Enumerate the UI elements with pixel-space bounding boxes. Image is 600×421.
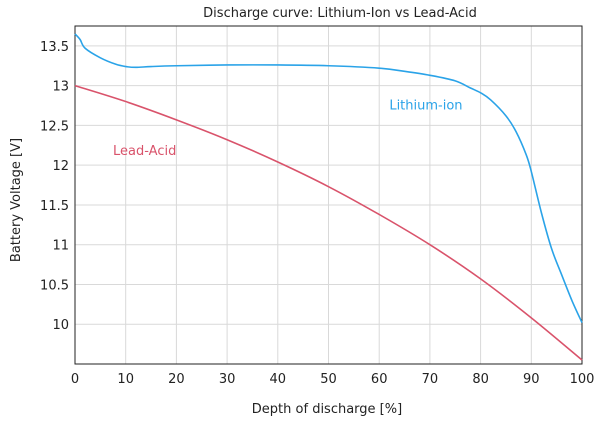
y-tick-label: 11: [52, 239, 69, 254]
x-tick-label: 80: [472, 372, 489, 387]
data-point-lead-acid: [480, 278, 482, 280]
x-tick-label: 60: [371, 372, 388, 387]
data-point-lead-acid: [378, 214, 380, 216]
grid: [75, 26, 582, 364]
data-point-lithium-ion: [515, 131, 517, 133]
data-point-lead-acid: [531, 317, 533, 319]
data-point-lithium-ion: [84, 47, 86, 49]
data-point-lithium-ion: [525, 154, 527, 156]
series-line-lead-acid: [74, 84, 583, 361]
data-point-lithium-ion: [404, 71, 406, 73]
y-tick-label: 10.5: [40, 278, 69, 293]
y-tick-label: 11.5: [40, 199, 69, 214]
series-line-lithium-ion: [74, 33, 583, 323]
y-tick-label: 13.5: [40, 40, 69, 55]
data-point-lithium-ion: [150, 66, 152, 68]
y-tick-label: 12: [52, 159, 69, 174]
chart-title: Discharge curve: Lithium-Ion vs Lead-Aci…: [203, 6, 477, 21]
data-point-lithium-ion: [480, 92, 482, 94]
data-point-lithium-ion: [378, 67, 380, 69]
y-tick-label: 10: [52, 318, 69, 333]
x-tick-label: 40: [270, 372, 287, 387]
data-point-lithium-ion: [100, 57, 102, 59]
x-tick-label: 0: [71, 372, 79, 387]
data-point-lead-acid: [226, 139, 228, 141]
x-tick-label: 50: [320, 372, 337, 387]
data-point-lithium-ion: [125, 66, 127, 68]
x-tick-label: 90: [523, 372, 540, 387]
plot-area: [74, 25, 583, 365]
x-axis-ticks: 0 10 20 30 40 50 60 70 80 90 100: [71, 372, 595, 387]
x-axis-label: Depth of discharge [%]: [252, 402, 402, 417]
data-point-lithium-ion: [561, 274, 563, 276]
data-point-lithium-ion: [470, 87, 472, 89]
data-point-lithium-ion: [581, 322, 583, 324]
data-point-lithium-ion: [115, 63, 117, 65]
x-tick-label: 10: [117, 372, 134, 387]
data-point-lithium-ion: [176, 65, 178, 67]
data-point-lead-acid: [429, 244, 431, 246]
data-point-lithium-ion: [328, 65, 330, 67]
y-axis-ticks: 10 10.5 11 11.5 12 12.5 13 13.5: [40, 40, 69, 333]
series-label-lead-acid: Lead-Acid: [113, 144, 176, 159]
data-point-lithium-ion: [277, 64, 279, 66]
data-point-lithium-ion: [571, 300, 573, 302]
series-label-lithium-ion: Lithium-ion: [389, 99, 462, 114]
data-point-lead-acid: [74, 85, 76, 87]
y-tick-label: 12.5: [40, 119, 69, 134]
data-point-lithium-ion: [551, 248, 553, 250]
data-point-lithium-ion: [74, 33, 76, 35]
data-point-lithium-ion: [79, 39, 81, 41]
y-tick-label: 13: [52, 80, 69, 95]
data-point-lithium-ion: [429, 75, 431, 77]
series-group: Lithium-ion Lead-Acid: [74, 33, 583, 361]
data-point-lithium-ion: [454, 80, 456, 82]
x-tick-label: 20: [168, 372, 185, 387]
data-point-lead-acid: [176, 119, 178, 121]
data-point-lithium-ion: [505, 115, 507, 117]
data-point-lead-acid: [581, 359, 583, 361]
data-point-lithium-ion: [490, 99, 492, 101]
data-point-lead-acid: [277, 161, 279, 163]
x-tick-label: 30: [219, 372, 236, 387]
data-point-lead-acid: [125, 101, 127, 103]
x-tick-label: 70: [422, 372, 439, 387]
data-point-lithium-ion: [541, 212, 543, 214]
x-tick-label: 100: [570, 372, 595, 387]
data-point-lithium-ion: [135, 67, 137, 69]
y-axis-label: Battery Voltage [V]: [9, 138, 24, 262]
data-point-lead-acid: [328, 186, 330, 188]
data-point-lithium-ion: [531, 171, 533, 173]
data-point-lithium-ion: [226, 64, 228, 66]
